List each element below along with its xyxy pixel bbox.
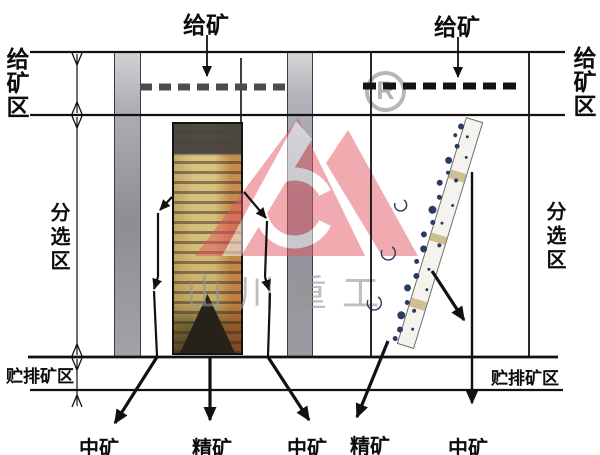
particle-trajectory-icons [366,199,408,311]
support-column-left [114,52,141,357]
middlings-flow-right [243,191,272,357]
zone-label-feed-right: 给矿区 [570,46,596,118]
feed-label-top-right: 给矿 [434,14,480,40]
middlings-flow-left [152,196,173,357]
output-label-concentrate-1: 精矿 [192,438,232,455]
zone-label-feed-left: 给矿区 [3,47,29,119]
middlings-arrow-2 [266,356,311,422]
watermark-logo-icon [195,118,418,256]
zone-label-discharge-right: 贮排矿区 [491,369,559,388]
middlings-arrow-1 [113,356,159,425]
watermark-text: 山川重工 [186,273,394,314]
zone-label-separation-right: 分选区 [543,201,565,273]
belt-discharge-arrow [430,270,466,322]
mineral-particles [392,123,469,342]
feed-label-top-left: 给矿 [183,12,229,38]
concentrate-arrow-2 [355,340,390,419]
output-label-concentrate-2: 精矿 [350,436,390,455]
output-label-middlings-3: 中矿 [448,438,488,455]
output-label-middlings-2: 中矿 [287,438,327,455]
zone-label-discharge-left: 贮排矿区 [6,367,74,386]
zone-label-separation-left: 分选区 [47,202,69,274]
sorting-belt [392,117,484,349]
output-label-middlings-1: 中矿 [79,438,119,455]
